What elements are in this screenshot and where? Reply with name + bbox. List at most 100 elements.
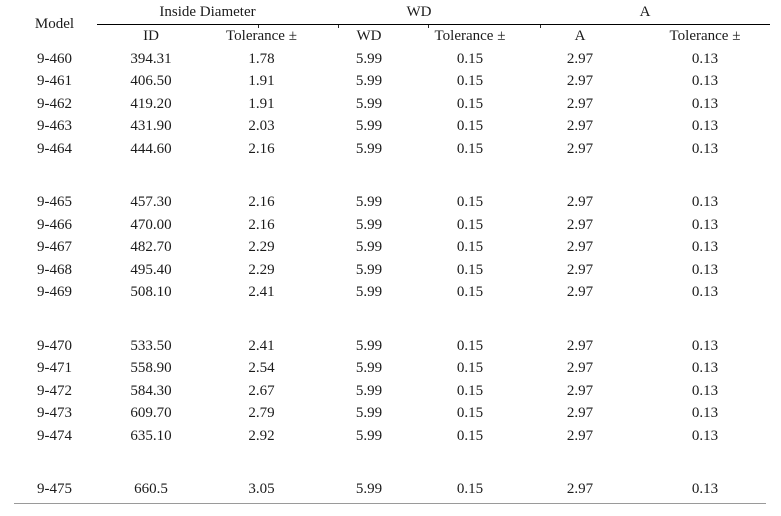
spacer-cell [12,304,770,335]
value-cell: 0.15 [456,360,484,377]
spacer-row [12,304,770,335]
value-cell: 5.99 [355,481,383,498]
value-cell: 2.97 [566,360,594,377]
value-cell: 0.15 [456,382,484,399]
value-cell: 0.13 [691,382,719,399]
value-cell: 5.99 [355,337,383,354]
value-cell: 609.70 [130,405,172,422]
value-cell: 2.97 [566,382,594,399]
value-cell: 2.16 [248,194,275,211]
value-cell: 584.30 [130,382,172,399]
value-cell: 558.90 [130,360,172,377]
value-cell: 2.97 [566,405,594,422]
value-cell: 444.60 [130,140,172,157]
value-cell: 482.70 [130,239,172,256]
value-cell: 457.30 [130,194,172,211]
value-cell: 5.99 [355,405,383,422]
spec-table: Model Inside Diameter WD A ID Tolerance … [12,0,770,501]
value-cell: 5.99 [355,50,383,67]
table-row: 9-462 419.20 1.91 5.99 0.15 2.97 0.13 [12,93,770,116]
value-cell: 431.90 [130,118,172,135]
model-cell: 9-473 [37,405,72,422]
model-cell: 9-474 [37,427,72,444]
table-row: 9-475 660.5 3.05 5.99 0.15 2.97 0.13 [12,479,770,502]
value-cell: 0.13 [691,405,719,422]
column-boundary-tick [258,25,259,28]
column-boundary-tick [540,25,541,28]
table-row: 9-470 533.50 2.41 5.99 0.15 2.97 0.13 [12,335,770,358]
sub-header-a-tolerance: Tolerance ± [669,27,741,44]
value-cell: 2.97 [566,95,594,112]
value-cell: 2.97 [566,50,594,67]
value-cell: 1.78 [248,50,275,67]
value-cell: 660.5 [134,481,168,498]
sub-header-a: A [574,27,586,44]
spacer-cell [12,448,770,479]
value-cell: 2.97 [566,337,594,354]
value-cell: 2.97 [566,73,594,90]
value-cell: 0.13 [691,95,719,112]
spacer-row [12,448,770,479]
value-cell: 394.31 [130,50,172,67]
value-cell: 0.13 [691,360,719,377]
table-row: 9-473 609.70 2.79 5.99 0.15 2.97 0.13 [12,403,770,426]
value-cell: 5.99 [355,95,383,112]
model-cell: 9-461 [37,73,72,90]
value-cell: 0.15 [456,405,484,422]
value-cell: 508.10 [130,284,172,301]
value-cell: 470.00 [130,216,172,233]
value-cell: 1.91 [248,95,275,112]
group-header-wd: WD [318,0,520,25]
value-cell: 0.13 [691,73,719,90]
value-cell: 2.97 [566,284,594,301]
table-row: 9-469 508.10 2.41 5.99 0.15 2.97 0.13 [12,282,770,305]
group-header-row: Model Inside Diameter WD A [12,0,770,31]
value-cell: 0.15 [456,261,484,278]
value-cell: 2.97 [566,427,594,444]
sub-header-wd-tolerance: Tolerance ± [434,27,506,44]
value-cell: 419.20 [130,95,172,112]
value-cell: 0.13 [691,194,719,211]
value-cell: 2.16 [248,140,275,157]
value-cell: 0.15 [456,239,484,256]
value-cell: 5.99 [355,118,383,135]
model-cell: 9-463 [37,118,72,135]
spacer-cell [12,161,770,192]
value-cell: 2.16 [248,216,275,233]
value-cell: 2.29 [248,261,275,278]
value-cell: 0.15 [456,337,484,354]
value-cell: 0.15 [456,427,484,444]
value-cell: 5.99 [355,382,383,399]
value-cell: 0.13 [691,337,719,354]
value-cell: 0.13 [691,216,719,233]
model-cell: 9-471 [37,360,72,377]
table-row: 9-472 584.30 2.67 5.99 0.15 2.97 0.13 [12,380,770,403]
value-cell: 0.15 [456,194,484,211]
value-cell: 2.97 [566,140,594,157]
value-cell: 0.13 [691,261,719,278]
value-cell: 0.13 [691,50,719,67]
value-cell: 0.15 [456,73,484,90]
value-cell: 406.50 [130,73,172,90]
value-cell: 0.15 [456,118,484,135]
table-row: 9-465 457.30 2.16 5.99 0.15 2.97 0.13 [12,192,770,215]
model-cell: 9-465 [37,194,72,211]
value-cell: 2.41 [248,337,275,354]
table-row: 9-471 558.90 2.54 5.99 0.15 2.97 0.13 [12,358,770,381]
value-cell: 2.54 [248,360,275,377]
table-row: 9-466 470.00 2.16 5.99 0.15 2.97 0.13 [12,214,770,237]
value-cell: 5.99 [355,284,383,301]
model-column-header: Model [34,15,75,32]
value-cell: 0.15 [456,140,484,157]
model-cell: 9-460 [37,50,72,67]
value-cell: 2.97 [566,239,594,256]
value-cell: 5.99 [355,73,383,90]
column-boundary-tick [428,25,429,28]
value-cell: 635.10 [130,427,172,444]
model-cell: 9-466 [37,216,72,233]
table-row: 9-467 482.70 2.29 5.99 0.15 2.97 0.13 [12,237,770,260]
value-cell: 2.03 [248,118,275,135]
value-cell: 5.99 [355,239,383,256]
model-cell: 9-470 [37,337,72,354]
